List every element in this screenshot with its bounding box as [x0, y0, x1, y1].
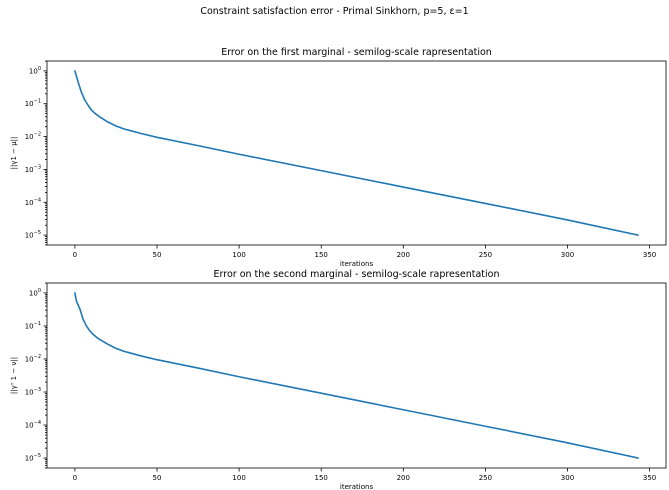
subplot-title: Error on the first marginal - semilog-sc…: [221, 47, 492, 58]
x-tick-label: 200: [397, 474, 410, 482]
y-tick-label: 10−1: [25, 321, 41, 331]
subplot-second-marginal: 0 50 100 150 200 250 300 350 100 10−1 10−2 10−3 10−4…: [10, 269, 667, 490]
x-tick-label: 350: [643, 251, 656, 259]
y-tick-label: 100: [29, 66, 41, 76]
x-tick-label: 100: [232, 251, 245, 259]
y-tick-label: 10−3: [25, 387, 41, 397]
x-tick-label: 50: [153, 251, 162, 259]
y-tick-label: 10−2: [25, 132, 41, 142]
x-axis-label: iterations: [340, 260, 374, 268]
subplot-first-marginal: 0 50 100 150 200 250 300 350 100 10−1 10−2 10−3 10−4…: [10, 47, 667, 268]
x-tick-label: 50: [153, 474, 162, 482]
x-tick-label: 250: [479, 474, 492, 482]
x-tick-label: 150: [315, 251, 328, 259]
axes-frame: [46, 60, 667, 246]
x-tick-label: 300: [561, 251, 574, 259]
y-tick-label: 10−1: [25, 99, 41, 109]
figure-suptitle: Constraint satisfaction error - Primal S…: [200, 6, 469, 17]
y-tick-label: 10−4: [25, 420, 41, 430]
x-tick-label: 0: [73, 474, 77, 482]
x-tick-label: 250: [479, 251, 492, 259]
y-tick-label: 10−2: [25, 354, 41, 364]
x-tick-label: 300: [561, 474, 574, 482]
x-tick-label: 0: [73, 251, 77, 259]
axes-frame: [46, 282, 667, 469]
x-tick-label: 100: [232, 474, 245, 482]
series-line: [74, 70, 639, 236]
y-axis-label: ||γ1 − μ||: [10, 137, 18, 170]
y-tick-label: 10−4: [25, 197, 41, 207]
series-line: [74, 292, 639, 459]
x-axis-label: iterations: [340, 483, 374, 490]
x-tick-label: 150: [315, 474, 328, 482]
y-axis-label: ||γᵀ 1 − ν||: [10, 357, 18, 394]
y-tick-label: 100: [29, 288, 41, 298]
subplot-title: Error on the second marginal - semilog-s…: [214, 269, 500, 280]
x-tick-label: 350: [643, 474, 656, 482]
y-tick-label: 10−3: [25, 164, 41, 174]
x-tick-label: 200: [397, 251, 410, 259]
y-tick-label: 10−5: [25, 230, 41, 240]
y-tick-label: 10−5: [25, 453, 41, 463]
